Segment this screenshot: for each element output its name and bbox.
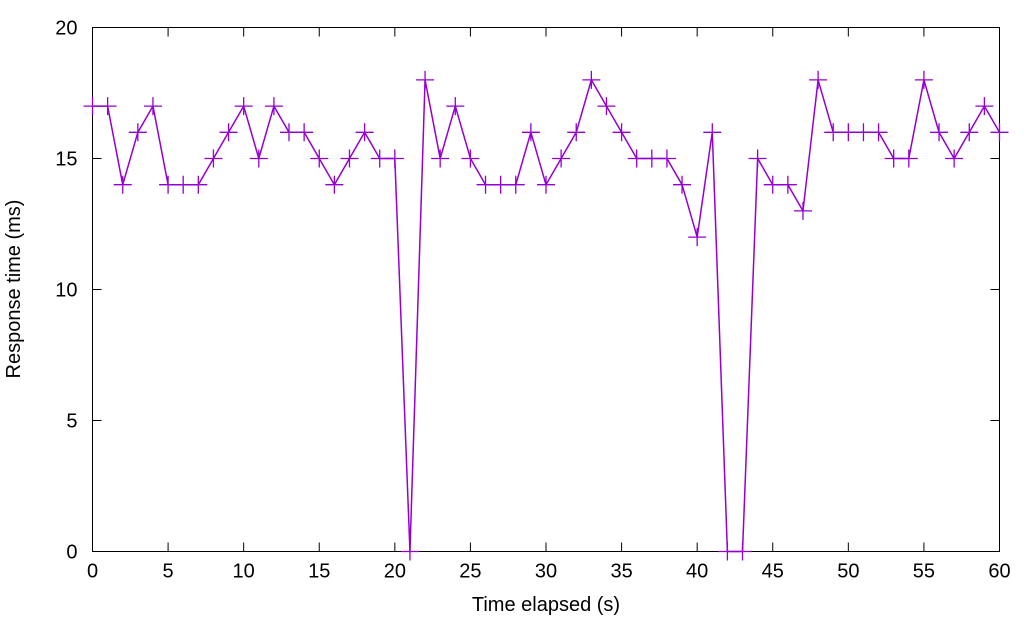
data-point-marker <box>431 149 450 168</box>
data-point-marker <box>597 97 616 116</box>
plot-frame <box>92 27 1000 552</box>
y-tick-label: 5 <box>66 411 77 433</box>
data-point-marker <box>295 123 314 142</box>
x-tick-label: 45 <box>762 561 784 583</box>
data-point-marker <box>506 175 525 194</box>
data-point-marker <box>960 123 979 142</box>
data-point-marker <box>733 542 752 561</box>
data-point-marker <box>945 149 964 168</box>
data-point-marker <box>990 123 1009 142</box>
data-point-marker <box>627 149 646 168</box>
x-tick-label: 30 <box>535 561 557 583</box>
data-point-marker <box>930 123 949 142</box>
data-point-marker <box>461 149 480 168</box>
data-point-marker <box>143 97 162 116</box>
data-point-marker <box>673 175 692 194</box>
axis-ticks <box>92 27 1000 552</box>
data-point-marker <box>914 70 933 89</box>
data-point-marker <box>582 70 601 89</box>
data-point-marker <box>83 97 102 116</box>
data-point-marker <box>537 175 555 194</box>
data-point-marker <box>809 70 828 89</box>
data-point-marker <box>642 149 661 168</box>
y-tick-labels: 0 5 10 15 20 <box>55 18 77 564</box>
series-line <box>92 77 1001 553</box>
data-point-marker <box>128 123 147 142</box>
x-tick-label: 25 <box>459 561 481 583</box>
x-tick-label: 35 <box>610 561 632 583</box>
x-axis-title: Time elapsed (s) <box>472 594 620 616</box>
x-tick-label: 5 <box>163 561 174 583</box>
x-tick-labels: 0 5 10 15 20 25 30 35 40 45 50 55 60 <box>87 561 1011 583</box>
data-point-marker <box>113 175 132 194</box>
x-tick-label: 10 <box>233 561 255 583</box>
y-tick-label: 0 <box>66 542 77 564</box>
y-axis-title: Response time (ms) <box>3 200 25 379</box>
data-point-marker <box>264 97 283 116</box>
data-point-marker <box>416 70 435 89</box>
data-point-marker <box>234 97 253 116</box>
data-point-marker <box>446 97 465 116</box>
x-tick-label: 0 <box>87 561 98 583</box>
x-tick-label: 55 <box>913 561 935 583</box>
data-point-marker <box>884 149 903 168</box>
data-point-marker <box>400 542 419 561</box>
data-point-marker <box>159 175 178 194</box>
data-point-marker <box>476 175 495 194</box>
y-tick-label: 20 <box>55 18 77 40</box>
x-tick-label: 50 <box>837 561 859 583</box>
x-tick-label: 20 <box>384 561 406 583</box>
data-point-marker <box>491 175 510 194</box>
data-point-marker <box>325 175 344 194</box>
data-point-marker <box>552 149 571 168</box>
data-point-marker <box>763 175 782 194</box>
data-point-marker <box>657 149 676 168</box>
data-point-marker <box>189 175 208 194</box>
data-point-marker <box>249 149 268 168</box>
data-point-marker <box>355 123 374 142</box>
data-point-marker <box>98 97 117 116</box>
x-tick-label: 40 <box>686 561 708 583</box>
data-point-marker <box>718 542 737 561</box>
data-point-marker <box>793 201 812 220</box>
series-markers <box>83 70 1009 561</box>
data-point-marker <box>824 123 843 142</box>
data-point-marker <box>975 97 994 116</box>
data-point-marker <box>310 149 329 168</box>
data-point-marker <box>219 123 238 142</box>
y-tick-label: 10 <box>55 280 77 302</box>
data-point-marker <box>280 123 299 142</box>
data-point-marker <box>899 149 918 168</box>
y-tick-label: 15 <box>55 149 77 171</box>
data-point-marker <box>748 149 767 168</box>
data-point-marker <box>854 123 873 142</box>
data-point-marker <box>688 228 707 247</box>
x-tick-label: 15 <box>308 561 330 583</box>
data-point-marker <box>521 123 540 142</box>
x-tick-label: 60 <box>988 561 1010 583</box>
data-point-marker <box>869 123 888 142</box>
data-point-marker <box>612 123 631 142</box>
data-point-marker <box>839 123 858 142</box>
data-point-marker <box>174 175 193 194</box>
data-point-marker <box>340 149 359 168</box>
data-point-marker <box>370 149 389 168</box>
data-point-marker <box>778 175 797 194</box>
data-point-marker <box>703 123 722 142</box>
data-point-marker <box>567 123 586 142</box>
data-point-marker <box>385 149 404 168</box>
data-point-marker <box>204 149 223 168</box>
